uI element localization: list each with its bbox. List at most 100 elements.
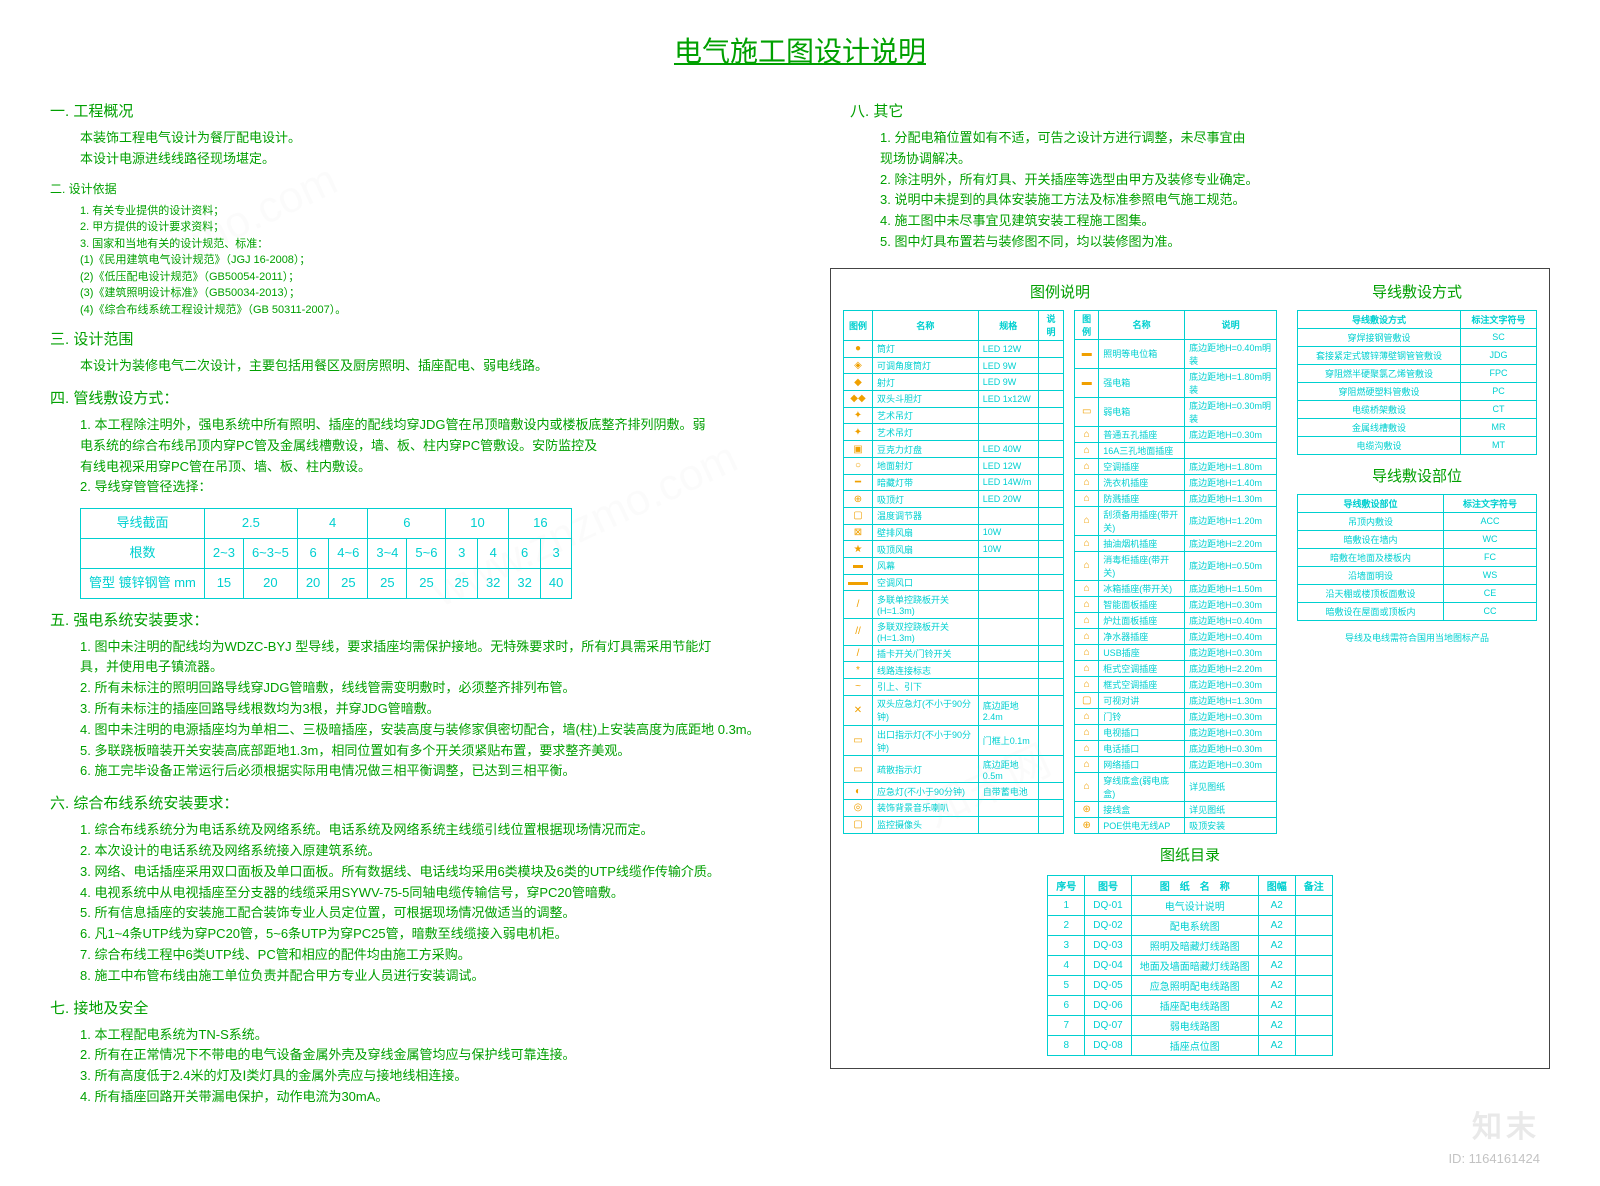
symbol-icon: ⌂ [1084,429,1090,440]
cell [1038,541,1063,558]
cell: ⌂ [1075,660,1099,676]
symbol-icon: ⌂ [1084,615,1090,626]
table-row: ▭弱电箱底边距地H=0.30m明装 [1075,397,1277,426]
cell: 消毒柜插座(带开关) [1099,551,1185,580]
cell: 插座点位图 [1131,1035,1258,1055]
table-row: 暗敷设在屋面或顶板内CC [1298,602,1537,620]
cell [1295,1015,1332,1035]
cell: ▢ [844,816,873,833]
cell: 4 [297,509,368,539]
section-1-header: 一. 工程概况 [50,100,810,124]
wiring-pos-title: 导线敷设部位 [1297,465,1537,486]
cell: 底边距地H=0.40m明装 [1185,339,1277,368]
cell: LED 14W/m [978,474,1038,491]
cell [1038,374,1063,391]
cell: 底边距地H=0.30m [1185,708,1277,724]
cell [1295,955,1332,975]
cell: A2 [1258,995,1295,1015]
symbol-icon: ▣ [853,444,862,455]
table-row: ▭疏散指示灯底边距地0.5m [844,756,1064,783]
table-row: ⊠壁排风扇10W [844,524,1064,541]
table-row: 5DQ-05应急照明配电线路图A2 [1048,975,1332,995]
cell: 配电系统图 [1131,915,1258,935]
cell: ⌂ [1075,490,1099,506]
line: (3)《建筑照明设计标准》（GB50034-2013）； [80,285,810,302]
index-title: 图纸目录 [843,844,1537,865]
cell: 冰箱插座(带开关) [1099,580,1185,596]
watermark-id: ID: 1164161424 [1448,1151,1540,1166]
symbol-icon: ○ [855,460,861,471]
cell [1038,662,1063,679]
s1-line: 本设计电源进线线路径现场堪定。 [80,149,810,170]
cell: 自带蓄电池 [978,783,1038,800]
cell: 16A三孔地面插座 [1099,442,1185,458]
cell: 弱电箱 [1099,397,1185,426]
cell: ⌂ [1075,628,1099,644]
cell [1038,591,1063,618]
right-column: 八. 其它 1. 分配电箱位置如有不适，可告之设计方进行调整，未尽事宜由 现场协… [830,90,1550,1108]
symbol-icon: ⌂ [1084,743,1090,754]
section-4-body: 1. 本工程除注明外，强电系统中所有照明、插座的配线均穿JDG管在吊顶暗敷设内或… [80,415,810,498]
cell: 暗敷设在屋面或顶板内 [1298,602,1444,620]
line: (1)《民用建筑电气设计规范》（JGJ 16-2008）； [80,252,810,269]
line: 7. 综合布线工程中6类UTP线、PC管和相应的配件均由施工方采购。 [80,945,810,966]
cell: ✦ [844,424,873,441]
symbol-icon: ▭ [853,735,862,746]
symbol-icon: ✕ [854,705,862,716]
cell: ⌂ [1075,724,1099,740]
cell: 32 [509,568,540,598]
symbol-icon: ▬▬ [848,577,868,588]
cell: 地面及墙面暗藏灯线路图 [1131,955,1258,975]
cell: 8 [1048,1035,1085,1055]
table-row: ▢温度调节器 [844,507,1064,524]
symbol-icon: ⌂ [1084,583,1090,594]
symbol-icon: ◆ [854,377,862,388]
cell: ⌂ [1075,708,1099,724]
cell: ▭ [1075,397,1099,426]
cell: 底边距地H=1.40m [1185,474,1277,490]
cell: 40 [540,568,571,598]
cell [1295,1035,1332,1055]
cell: 底边距地H=0.30m [1185,676,1277,692]
table-row: 电缆桥架敷设CT [1298,400,1537,418]
table-row: //多联双控跷板开关(H=1.3m) [844,618,1064,645]
table-row: 2DQ-02配电系统图A2 [1048,915,1332,935]
cell [978,507,1038,524]
cell [1295,995,1332,1015]
table-row: 穿阻燃半硬聚氯乙烯管敷设FPC [1298,364,1537,382]
table-row: ◆射灯LED 9W [844,374,1064,391]
line: 1. 图中未注明的配线均为WDZC-BYJ 型导线，要求插座均需保护接地。无特殊… [80,637,810,658]
wiring-panel: 导线敷设方式 导线敷设方式标注文字符号穿焊接钢管敷设SC套接紧定式镀锌薄壁钢管管… [1297,281,1537,834]
symbol-icon: ⊕ [854,494,862,505]
cell: ◎ [844,800,873,817]
line: 8. 施工中布管布线由施工单位负责并配合甲方专业人员进行安装调试。 [80,966,810,987]
symbol-icon: ▢ [1082,695,1091,706]
cell: LED 20W [978,491,1038,508]
table-row: 金属线槽敷设MR [1298,418,1537,436]
cell: ⌂ [1075,506,1099,535]
cell: 2~3 [204,539,243,569]
header-cell: 备注 [1295,875,1332,895]
cell: ◐ [844,783,873,800]
cell: 温度调节器 [873,507,979,524]
symbol-icon: ⌂ [1084,477,1090,488]
symbol-icon: ▬ [1082,348,1092,359]
cell: 7 [1048,1015,1085,1035]
cell: 插卡开关/门铃开关 [873,645,979,662]
cell: / [844,591,873,618]
legend-frame: 图例说明 图例名称规格说明●筒灯LED 12W◈可调角度筒灯LED 9W◆射灯L… [830,268,1550,1069]
s1-line: 本装饰工程电气设计为餐厅配电设计。 [80,128,810,149]
cell: DQ-03 [1085,935,1131,955]
cell: 底边距地H=2.20m [1185,660,1277,676]
legend-title: 图例说明 [843,281,1277,302]
cell [978,679,1038,696]
cell: ⌂ [1075,535,1099,551]
line: 3. 国家和当地有关的设计规范、标准： [80,236,810,253]
cell: 底边距地H=1.50m [1185,580,1277,596]
cell: 电话插口 [1099,740,1185,756]
legend-left-table: 图例名称规格说明●筒灯LED 12W◈可调角度筒灯LED 9W◆射灯LED 9W… [843,310,1064,834]
cell: 地面射灯 [873,457,979,474]
cell: 门框上0.1m [978,725,1038,755]
cell: WS [1444,566,1537,584]
cell: 智能面板插座 [1099,596,1185,612]
